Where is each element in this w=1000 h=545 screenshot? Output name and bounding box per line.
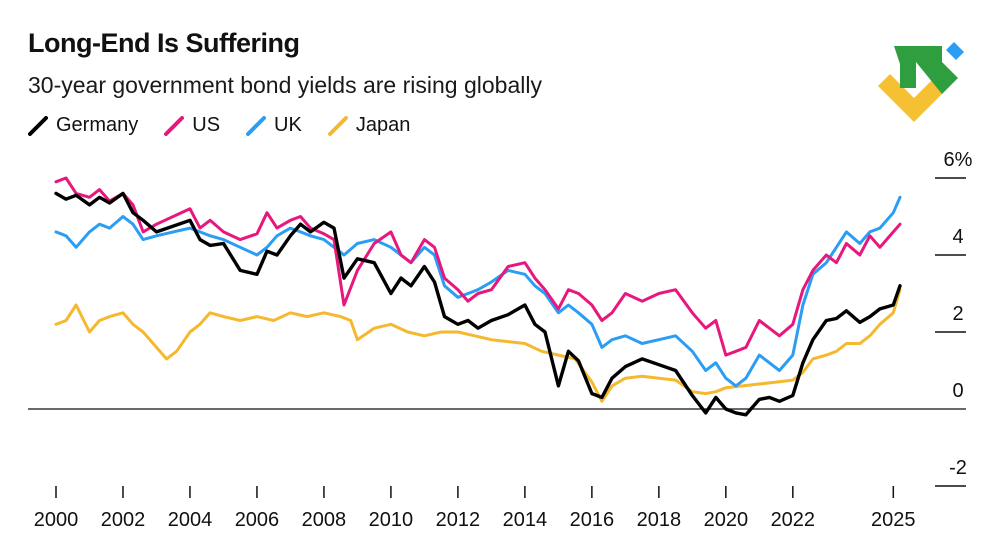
legend-swatch-us (164, 115, 185, 136)
chart-legend: Germany US UK Japan (28, 114, 436, 137)
x-tick-label: 2025 (871, 509, 916, 531)
y-tick-label: -2 (949, 457, 967, 479)
chart-subtitle: 30-year government bond yields are risin… (28, 72, 542, 98)
legend-swatch-japan (327, 115, 348, 136)
x-tick-label: 2016 (570, 509, 615, 531)
x-tick-label: 2006 (235, 509, 280, 531)
y-tick-label: 2 (952, 303, 963, 325)
x-tick-label: 2002 (101, 509, 146, 531)
legend-item-uk: UK (246, 114, 302, 137)
legend-label-uk: UK (274, 114, 302, 136)
x-tick-label: 2018 (637, 509, 682, 531)
series-line-germany (54, 191, 902, 417)
x-tick-label: 2022 (771, 509, 816, 531)
legend-label-us: US (192, 114, 221, 136)
legend-label-germany: Germany (56, 114, 139, 136)
abstract-arrows-logo-icon (878, 42, 964, 122)
series-line-uk (54, 195, 902, 388)
x-tick-label: 2020 (704, 509, 749, 531)
y-tick-label: 6% (944, 149, 973, 171)
x-tick-label: 2008 (302, 509, 347, 531)
x-tick-label: 2014 (503, 509, 548, 531)
x-tick-label: 2010 (369, 509, 414, 531)
legend-swatch-uk (246, 115, 267, 136)
chart-title: Long-End Is Suffering (28, 28, 300, 58)
x-tick-label: 2012 (436, 509, 481, 531)
y-tick-label: 4 (952, 226, 963, 248)
legend-item-japan: Japan (327, 114, 411, 137)
legend-label-japan: Japan (355, 114, 411, 136)
y-tick-label: 0 (952, 380, 963, 402)
legend-swatch-germany (28, 115, 48, 136)
legend-item-germany: Germany (28, 114, 138, 137)
x-tick-label: 2000 (34, 509, 79, 531)
x-tick-label: 2004 (168, 509, 213, 531)
series-line-us (54, 176, 902, 357)
yield-line-chart: 2000 2002 2004 2006 2008 2010 2012 2014 2016 2018… (28, 149, 973, 531)
series-line-japan (54, 288, 902, 403)
legend-item-us: US (164, 114, 220, 137)
